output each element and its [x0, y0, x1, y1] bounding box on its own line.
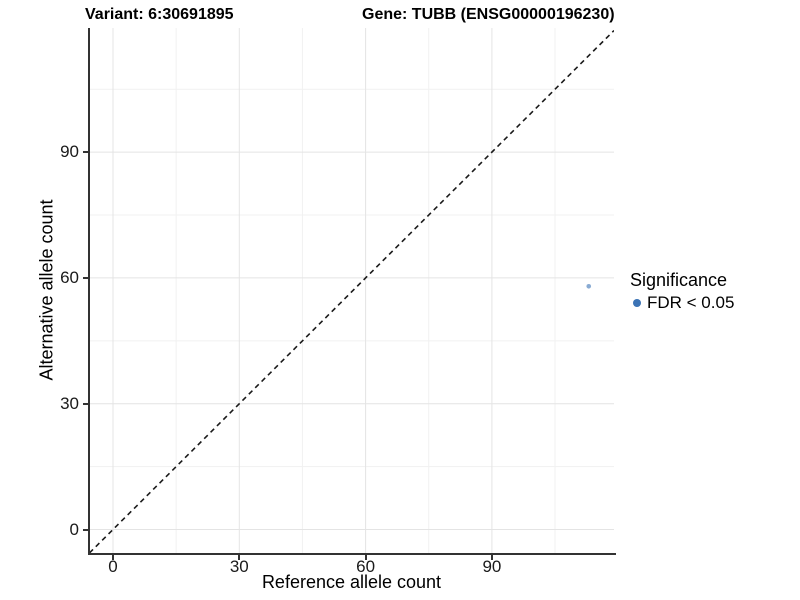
plot-title-variant: Variant: 6:30691895: [85, 6, 234, 23]
x-tick-label: 90: [482, 557, 502, 576]
legend-dot-icon: [633, 298, 641, 307]
legend-item-label: FDR < 0.05: [647, 293, 735, 312]
y-tick-mark: [83, 276, 88, 279]
plot-canvas: [89, 28, 614, 553]
x-tick-mark: [238, 555, 241, 560]
y-tick-label: 90: [60, 142, 79, 162]
y-tick-mark: [83, 402, 88, 405]
x-tick-mark: [364, 555, 367, 560]
identity-dashed-line: [89, 29, 614, 553]
legend: Significance FDR < 0.05: [630, 270, 734, 312]
x-axis-title: Reference allele count: [261, 572, 442, 592]
plot-title-gene: Gene: TUBB (ENSG00000196230): [362, 6, 615, 23]
x-tick-mark: [111, 555, 114, 560]
y-tick-label: 30: [60, 393, 79, 413]
y-tick-label: 0: [69, 519, 79, 539]
x-axis-line: [88, 553, 616, 555]
plot-panel: [89, 28, 614, 553]
y-tick-mark: [83, 528, 88, 531]
data-point: [586, 284, 592, 289]
legend-title: Significance: [630, 270, 728, 290]
x-tick-label: 0: [108, 557, 118, 576]
y-tick-mark: [83, 151, 88, 154]
x-tick-label: 60: [356, 557, 376, 576]
x-tick-mark: [490, 555, 493, 560]
y-tick-label: 60: [60, 267, 79, 287]
y-axis-title: Alternative allele count: [36, 199, 57, 381]
x-tick-label: 30: [229, 557, 249, 576]
legend-item-fdr: FDR < 0.05: [630, 293, 734, 312]
y-axis-line: [88, 28, 90, 555]
